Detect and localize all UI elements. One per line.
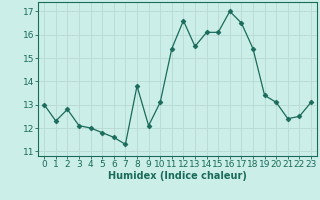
X-axis label: Humidex (Indice chaleur): Humidex (Indice chaleur) [108, 171, 247, 181]
